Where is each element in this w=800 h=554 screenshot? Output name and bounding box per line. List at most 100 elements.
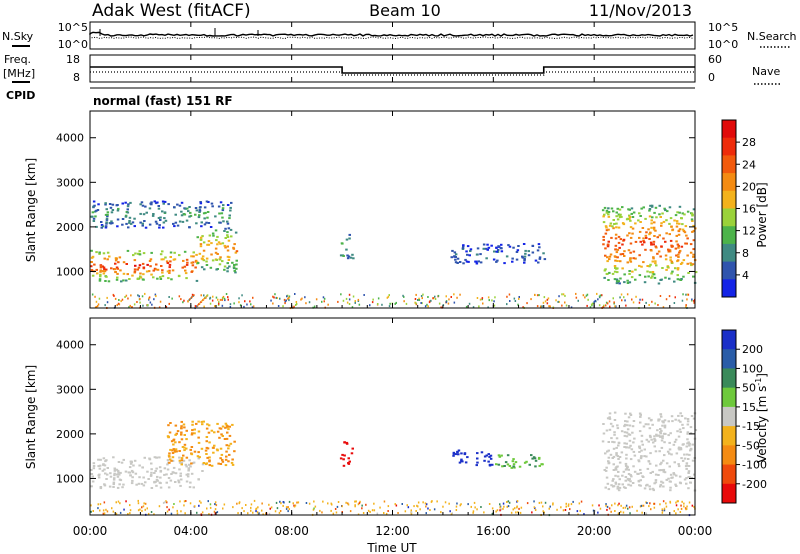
data-cell: [106, 215, 109, 218]
scatter-cell: [246, 303, 248, 306]
data-cell: [130, 482, 134, 485]
scatter-cell: [615, 305, 617, 308]
scatter-cell: [327, 303, 329, 306]
data-cell: [197, 451, 200, 454]
scatter-cell: [608, 507, 611, 510]
scatter-cell: [191, 296, 193, 299]
scatter-cell: [507, 500, 510, 503]
scatter-cell: [191, 293, 194, 296]
data-cell: [183, 434, 186, 436]
scatter-cell: [279, 510, 282, 512]
data-cell: [692, 253, 695, 256]
cpid-label: CPID: [6, 89, 35, 102]
scatter-cell: [649, 502, 651, 505]
scatter-cell: [592, 509, 595, 512]
scatter-cell: [482, 302, 484, 305]
data-cell: [180, 461, 184, 464]
scatter-cell: [538, 501, 541, 504]
data-cell: [652, 243, 655, 246]
data-cell: [462, 262, 465, 265]
scatter-cell: [691, 299, 693, 302]
scatter-cell: [636, 509, 638, 512]
scatter-cell: [225, 293, 228, 295]
data-cell: [456, 450, 459, 453]
data-cell: [92, 462, 96, 465]
data-cell: [638, 447, 642, 450]
data-cell: [608, 417, 612, 420]
data-cell: [160, 258, 163, 261]
scatter-cell: [139, 301, 141, 304]
data-cell: [605, 209, 609, 212]
scatter-cell: [460, 503, 462, 506]
data-cell: [621, 253, 625, 255]
data-cell: [224, 227, 227, 230]
scatter-cell: [198, 500, 201, 503]
data-cell: [680, 457, 683, 460]
data-cell: [679, 448, 683, 451]
scatter-cell: [282, 305, 284, 308]
data-cell: [676, 268, 680, 271]
data-cell: [625, 442, 628, 445]
scatter-cell: [575, 292, 577, 295]
scatter-cell: [239, 304, 242, 307]
data-cell: [214, 251, 218, 254]
data-cell: [174, 472, 178, 475]
colorbar-tick-label: 16: [742, 203, 756, 216]
data-cell: [534, 259, 538, 262]
data-cell: [496, 249, 500, 251]
data-cell: [651, 487, 655, 490]
data-cell: [105, 268, 108, 271]
data-cell: [163, 211, 167, 214]
data-cell: [607, 449, 610, 452]
data-cell: [640, 434, 644, 437]
data-cell: [682, 427, 685, 430]
data-cell: [208, 459, 211, 462]
scatter-cell: [247, 512, 249, 515]
scatter-cell: [348, 303, 351, 305]
scatter-cell: [189, 502, 192, 505]
scatter-cell: [97, 303, 100, 306]
data-cell: [175, 450, 178, 453]
data-cell: [169, 251, 173, 254]
scatter-cell: [542, 505, 544, 508]
data-cell: [691, 263, 695, 266]
data-cell: [102, 457, 106, 460]
data-cell: [342, 458, 345, 461]
data-cell: [639, 484, 642, 487]
data-cell: [628, 232, 631, 235]
data-cell: [623, 250, 626, 253]
data-cell: [109, 206, 113, 209]
scatter-cell: [622, 511, 625, 514]
data-cell: [204, 463, 208, 466]
data-cell: [178, 450, 181, 452]
data-cell: [613, 411, 617, 414]
scatter-cell: [105, 508, 107, 511]
data-cell: [121, 486, 124, 489]
power-data-layer: [90, 200, 698, 310]
data-cell: [605, 211, 609, 214]
data-cell: [148, 223, 152, 226]
scatter-cell: [508, 293, 511, 296]
data-cell: [531, 244, 534, 247]
data-cell: [178, 468, 181, 471]
data-cell: [103, 268, 106, 271]
data-cell: [650, 418, 653, 421]
scatter-cell: [387, 510, 389, 512]
scatter-cell: [642, 504, 645, 507]
data-cell: [659, 485, 662, 488]
data-cell: [142, 476, 145, 479]
scatter-cell: [442, 505, 444, 508]
data-cell: [101, 225, 105, 228]
scatter-cell: [217, 298, 219, 301]
data-cell: [534, 459, 538, 462]
scatter-cell: [421, 297, 423, 300]
data-cell: [624, 462, 628, 465]
scatter-cell: [567, 504, 570, 507]
scatter-cell: [522, 306, 524, 309]
scatter-cell: [193, 294, 195, 297]
scatter-cell: [257, 506, 259, 509]
data-cell: [95, 268, 98, 271]
data-cell: [185, 277, 188, 280]
scatter-cell: [292, 502, 294, 505]
data-cell: [106, 213, 109, 216]
